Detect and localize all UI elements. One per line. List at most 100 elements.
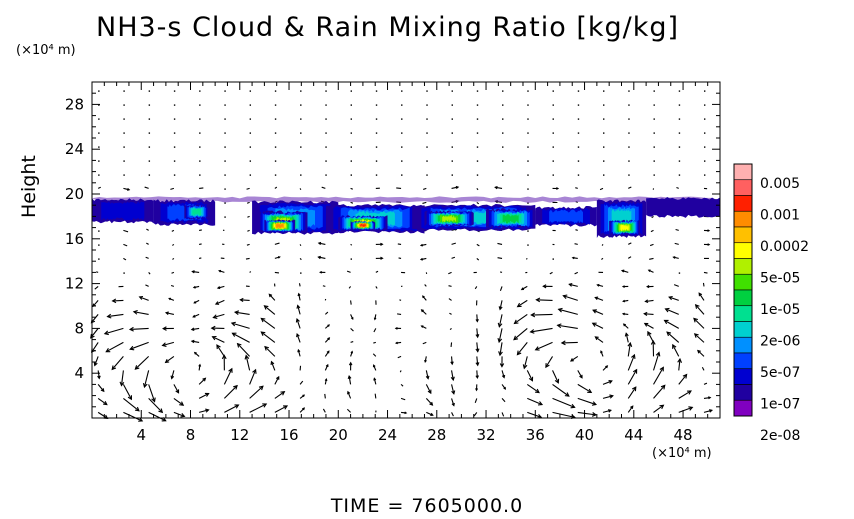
wind-vector: [213, 313, 225, 319]
wind-vector: [678, 390, 692, 399]
x-tick-label: 8: [186, 426, 196, 444]
wind-vector: [676, 187, 679, 189]
wind-vector: [448, 271, 452, 275]
wind-vector: [575, 187, 578, 189]
wind-vector: [476, 201, 480, 205]
wind-vector: [451, 132, 453, 134]
wind-vector: [372, 353, 377, 357]
wind-vector-head: [214, 301, 220, 305]
wind-vector-head: [560, 340, 566, 346]
cloud-contour: [502, 213, 519, 224]
wind-vector: [300, 132, 302, 134]
wind-vector: [476, 243, 480, 247]
wind-vector: [96, 271, 99, 273]
wind-vector: [111, 356, 124, 370]
wind-vector-head: [497, 322, 503, 328]
wind-vector-head: [419, 243, 423, 247]
wind-vector: [143, 370, 150, 388]
wind-vector-head: [542, 284, 547, 289]
wind-vector: [123, 174, 125, 176]
wind-vector: [98, 146, 100, 148]
wind-vector: [98, 160, 100, 162]
wind-vector: [577, 160, 580, 162]
colorbar-swatch: [733, 399, 753, 417]
wind-vector-head: [498, 306, 503, 311]
wind-vector: [498, 314, 503, 327]
wind-vector: [98, 104, 100, 106]
wind-vector: [274, 90, 277, 92]
wind-vector: [297, 305, 301, 315]
wind-vector: [199, 90, 201, 92]
wind-vector-head: [579, 374, 583, 379]
wind-vector: [401, 118, 403, 120]
wind-vector-head: [659, 366, 664, 372]
wind-vector: [474, 398, 478, 403]
wind-vector: [223, 385, 238, 399]
wind-vector-head: [545, 363, 550, 369]
wind-vector: [224, 160, 226, 162]
wind-vector: [274, 160, 277, 162]
wind-vector: [653, 90, 655, 92]
wind-vector: [148, 104, 151, 106]
wind-vector: [350, 118, 352, 120]
wind-vector-head: [270, 360, 275, 366]
wind-vector: [703, 146, 706, 148]
wind-vector: [703, 160, 706, 162]
wind-vector: [674, 242, 679, 245]
wind-vector-head: [682, 373, 688, 379]
wind-vector: [401, 146, 403, 148]
wind-vector: [91, 314, 99, 323]
wind-vector: [346, 408, 351, 413]
wind-vector: [324, 311, 329, 315]
wind-vector-head: [693, 317, 698, 323]
wind-vector: [422, 201, 427, 204]
wind-vector: [424, 284, 427, 287]
wind-vector: [476, 146, 479, 148]
wind-vector: [601, 244, 604, 246]
wind-vector-head: [698, 292, 703, 297]
wind-vector: [198, 377, 206, 385]
wind-vector: [499, 286, 503, 292]
wind-vector: [123, 411, 143, 422]
wind-vector-head: [475, 362, 480, 367]
wind-vector-head: [631, 353, 636, 359]
wind-vector-head: [202, 377, 207, 382]
wind-vector: [502, 132, 504, 134]
wind-vector-head: [162, 326, 167, 331]
wind-vector-head: [193, 300, 197, 304]
wind-vector: [350, 201, 354, 204]
wind-vector: [375, 174, 378, 176]
wind-vector: [98, 230, 100, 232]
wind-vector: [577, 118, 580, 120]
wind-vector: [397, 355, 402, 359]
cloud-outer-contour: [92, 196, 720, 203]
wind-vector: [270, 361, 276, 371]
wind-vector-head: [211, 335, 217, 341]
wind-vector-head: [513, 335, 519, 341]
wind-vector: [375, 132, 378, 134]
wind-vector-head: [164, 358, 170, 364]
y-tick-label: 16: [65, 230, 84, 248]
wind-vector-head: [198, 363, 202, 367]
wind-vector: [401, 160, 403, 162]
y-tick-label: 12: [65, 275, 84, 293]
wind-vector-head: [326, 350, 330, 354]
wind-vector-head: [450, 361, 454, 366]
wind-vector: [502, 174, 504, 176]
wind-vector: [552, 160, 554, 162]
wind-vector-head: [557, 307, 563, 313]
wind-vector: [501, 398, 506, 403]
wind-vector: [224, 90, 226, 92]
wind-vector: [678, 359, 681, 371]
y-tick-label: 28: [65, 95, 84, 113]
wind-vector-head: [686, 390, 692, 395]
wind-vector: [703, 90, 706, 92]
wind-vector: [517, 299, 528, 308]
wind-vector-head: [660, 384, 666, 390]
x-tick-label: 4: [136, 426, 146, 444]
wind-vector: [165, 355, 175, 363]
wind-vector: [628, 160, 630, 162]
wind-vector-head: [302, 407, 306, 411]
x-tick-label: 12: [230, 426, 249, 444]
wind-vector: [476, 160, 479, 162]
